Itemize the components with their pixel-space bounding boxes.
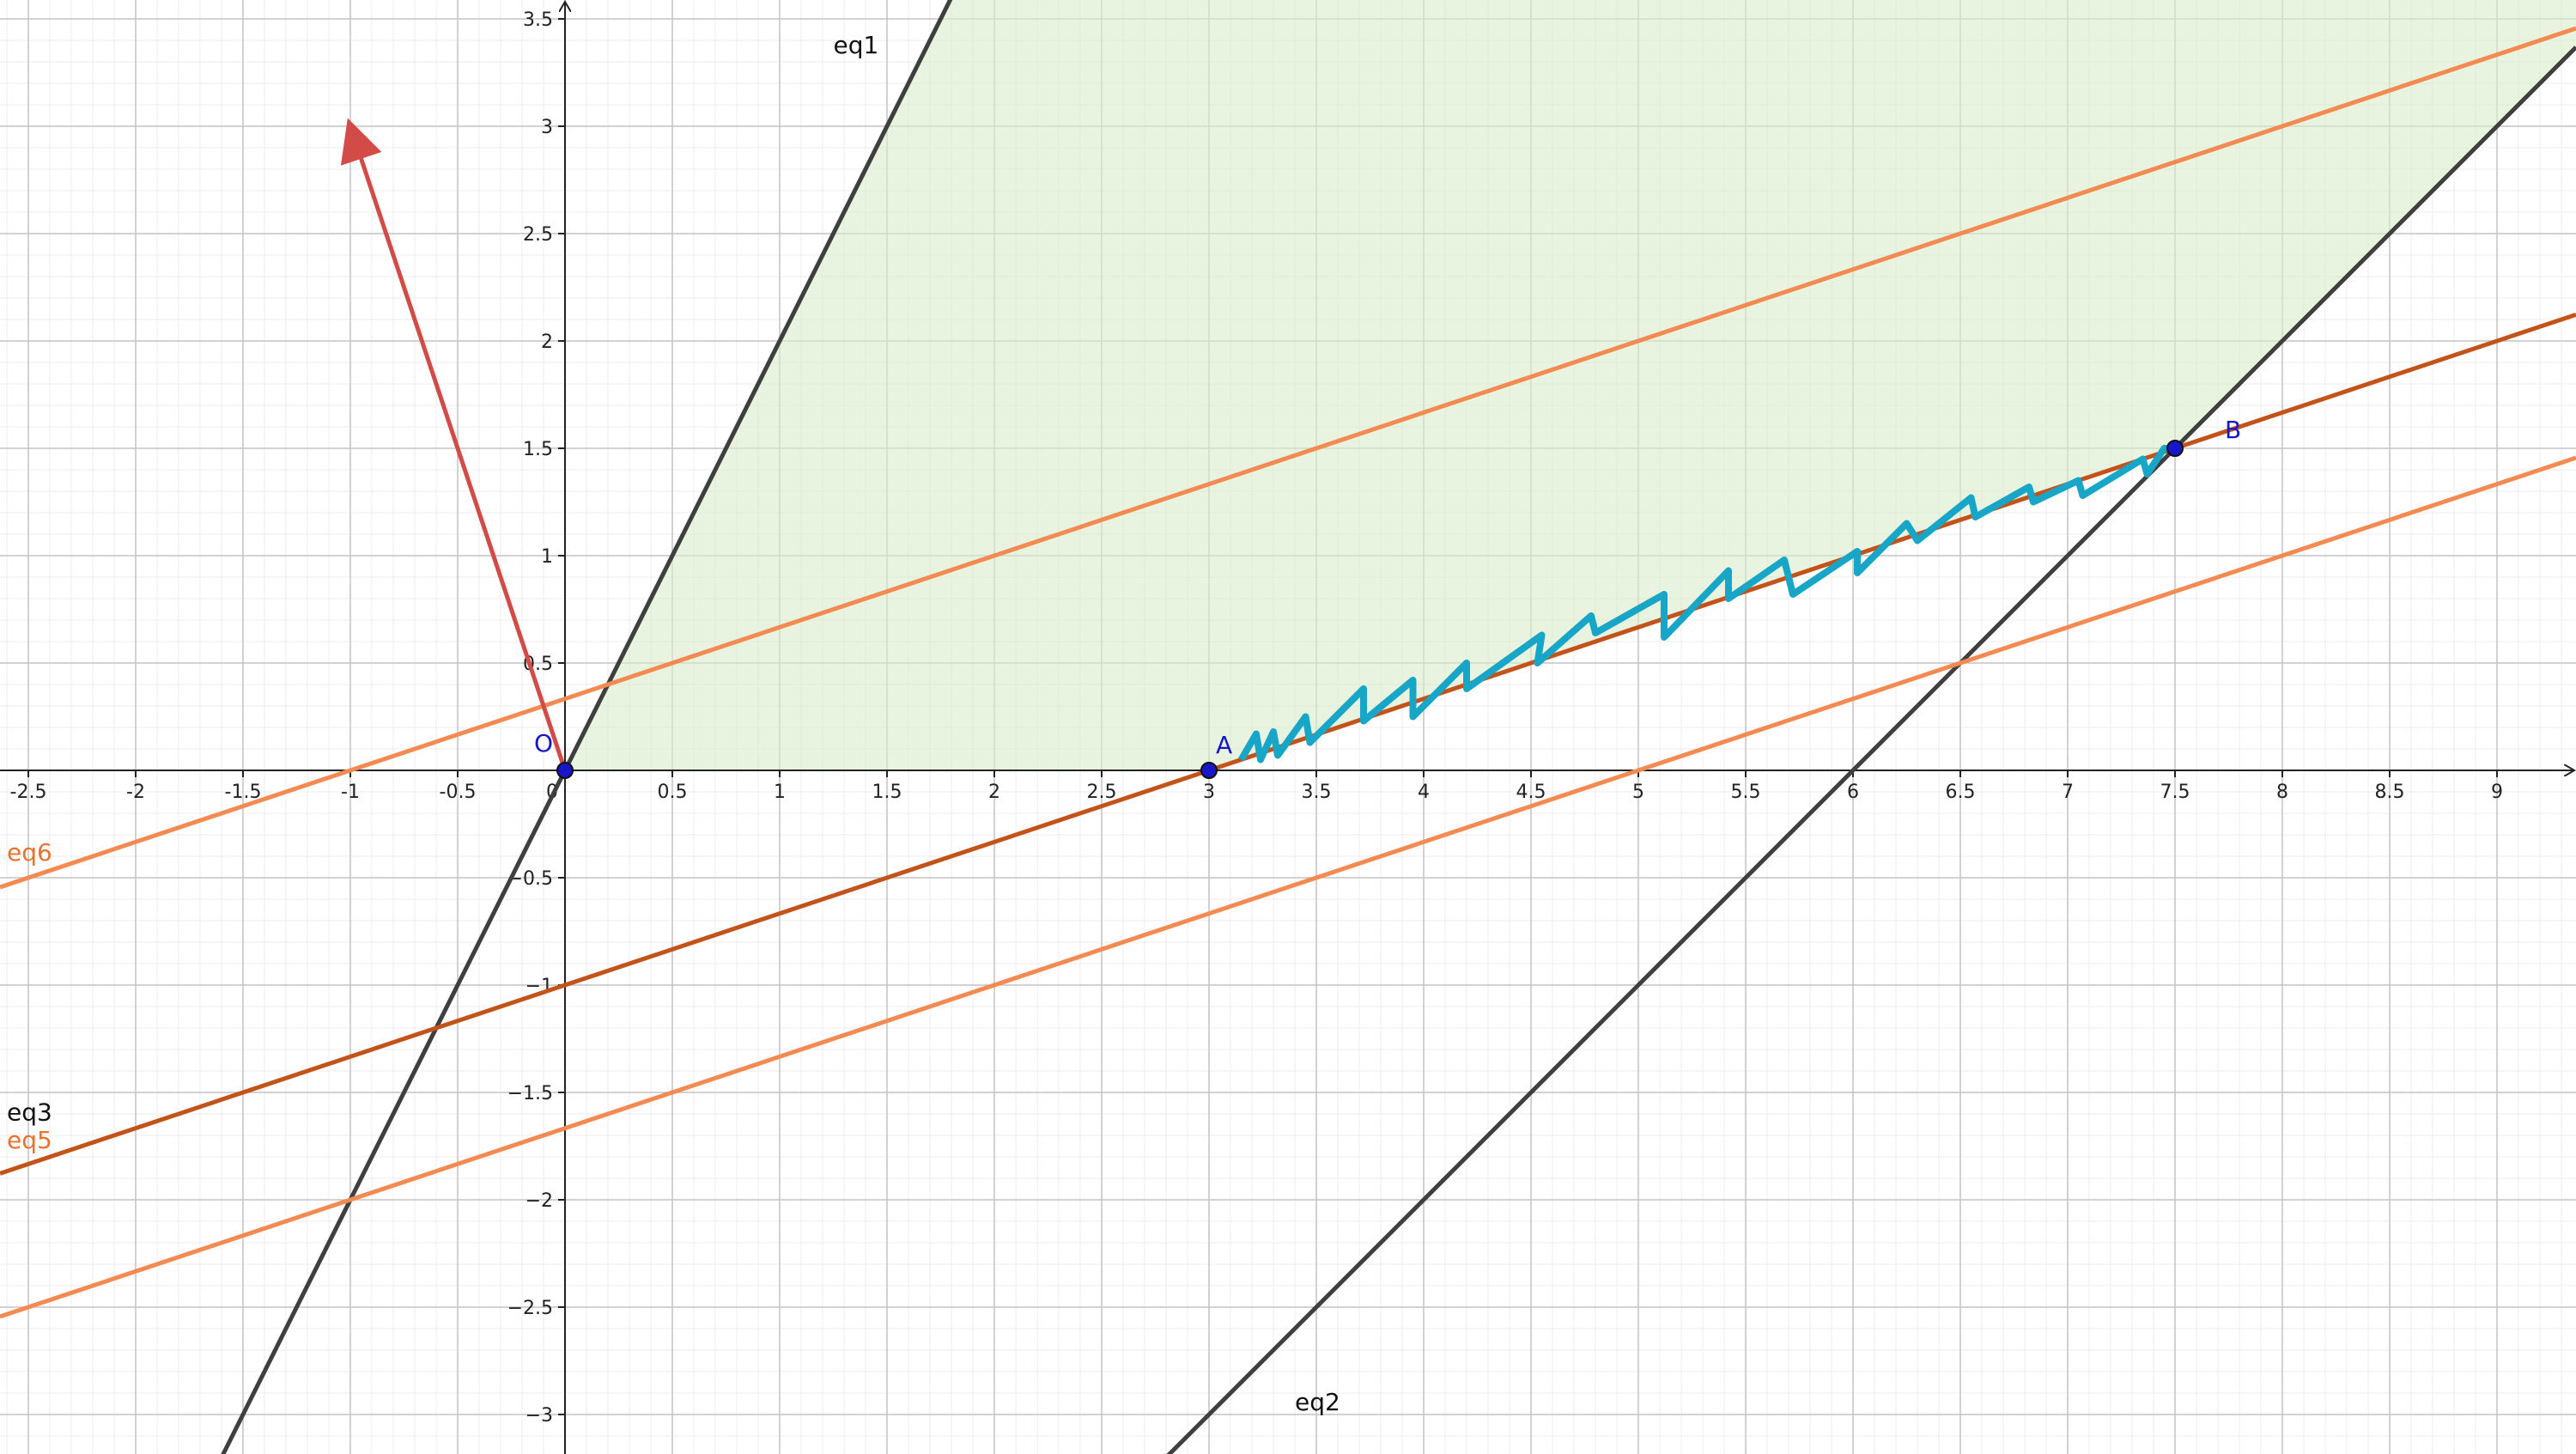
legend-label: eq1 (834, 31, 879, 59)
legend-label: eq2 (1295, 1388, 1340, 1416)
x-tick-label: 0.5 (658, 782, 688, 803)
x-tick-label: 5.5 (1731, 782, 1761, 803)
y-tick-label: 2.5 (523, 224, 553, 246)
x-tick-label: 1 (774, 782, 786, 803)
y-tick-label: 1.5 (523, 439, 553, 460)
x-tick-label: 3 (1203, 782, 1215, 803)
x-tick-label: 8.5 (2375, 782, 2405, 803)
equation-line (0, 455, 2576, 1319)
y-tick-label: −3 (526, 1405, 553, 1427)
shaded-region (565, 0, 2576, 770)
legend-label: eq3 (7, 1098, 52, 1127)
freehand-curve (1238, 445, 2175, 764)
y-tick-label: −2 (526, 1190, 553, 1212)
point-label: A (1216, 731, 1232, 759)
point-label: B (2225, 416, 2241, 444)
x-tick-label: -2.5 (10, 782, 47, 803)
x-tick-label: 1.5 (872, 782, 902, 803)
point (556, 762, 574, 779)
x-tick-label: 6 (1847, 782, 1859, 803)
y-tick-label: −2.5 (507, 1298, 553, 1319)
x-tick-label: -1 (341, 782, 360, 803)
legend-label: eq6 (7, 838, 52, 867)
vector (340, 118, 568, 771)
x-tick-label: 7.5 (2160, 782, 2190, 803)
y-tick-label: 1 (541, 546, 553, 568)
x-tick-label: 5 (1632, 782, 1644, 803)
x-tick-label: 2.5 (1087, 782, 1117, 803)
point (1200, 762, 1218, 779)
x-tick-label: 4 (1418, 782, 1430, 803)
x-tick-label: 2 (988, 782, 1000, 803)
point (2166, 440, 2184, 457)
x-tick-label: 4.5 (1516, 782, 1546, 803)
y-tick-label: 2 (541, 332, 553, 353)
x-tick-label: 9 (2491, 782, 2503, 803)
y-tick-label: 3.5 (523, 9, 553, 31)
x-tick-label: 8 (2276, 782, 2288, 803)
x-tick-label: -2 (126, 782, 145, 803)
equation-line (0, 26, 2576, 890)
point-label: O (534, 729, 553, 757)
x-tick-label: 6.5 (1946, 782, 1976, 803)
y-tick-label: −1.5 (507, 1083, 553, 1104)
x-tick-label: 3.5 (1302, 782, 1332, 803)
legend-label: eq5 (7, 1126, 52, 1154)
x-tick-label: -1.5 (225, 782, 262, 803)
x-tick-label: -0.5 (440, 782, 477, 803)
y-tick-label: 3 (541, 117, 553, 138)
x-tick-label: 7 (2062, 782, 2074, 803)
